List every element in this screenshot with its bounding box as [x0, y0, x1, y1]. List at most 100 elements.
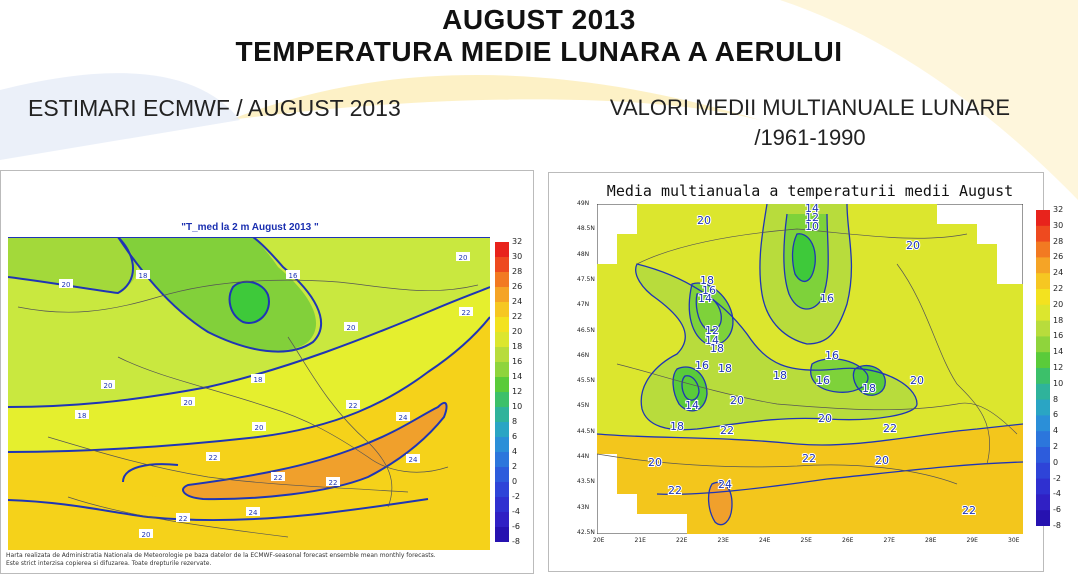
contour-label: 16 [702, 284, 716, 297]
colorbar-swatch [1036, 383, 1050, 401]
colorbar-swatch [495, 347, 509, 363]
contour-label: 20 [347, 324, 356, 332]
colorbar-swatch [495, 317, 509, 333]
contour-label-bg [176, 513, 190, 522]
zone-22-patch [123, 464, 183, 498]
latitude-label: 48.5N [577, 225, 595, 233]
contour-label: 16 [695, 359, 709, 372]
contour-value-labels: 20 18 16 20 22 20 18 20 22 18 20 20 22 24 24 22 24 20 22 22 [59, 252, 473, 539]
longitude-label: 27E [883, 537, 895, 544]
contour-label: 14 [698, 292, 712, 305]
colorbar-swatch [1036, 399, 1050, 416]
colorbar-tick-label: -4 [1053, 489, 1061, 499]
latitude-label: 43.5N [577, 478, 595, 486]
colorbar-tick-label: -6 [1053, 505, 1061, 515]
zone-22-south [8, 499, 438, 550]
longitude-label: 29E [966, 537, 978, 544]
contour-label-bg [406, 454, 420, 463]
colorbar-swatch [1036, 273, 1050, 290]
contour-label: 20 [255, 424, 264, 432]
latitude-label: 47N [577, 301, 590, 309]
contour-label-bg [139, 529, 153, 538]
longitude-label: 26E [842, 537, 854, 544]
contour-label: 20 [818, 412, 832, 425]
country-borders [597, 228, 1018, 485]
longitude-label: 30E [1008, 537, 1020, 544]
colorbar-tick-label: 22 [512, 312, 523, 321]
colorbar-swatch [1036, 241, 1050, 258]
colorbar-swatch [495, 527, 509, 542]
ecmwf-colorbar [495, 242, 509, 542]
colorbar-tick-label: -6 [512, 522, 520, 531]
contour-label: 14 [705, 334, 719, 347]
latitude-label: 44.5N [577, 427, 595, 435]
colorbar-swatch [495, 392, 509, 408]
contour-lines [8, 237, 490, 522]
contour-label-bg [286, 270, 300, 279]
contour-label: 22 [274, 474, 283, 482]
main-title-line1: AUGUST 2013 [442, 4, 636, 35]
colorbar-tick-label: 20 [1053, 299, 1064, 309]
contour-label: 22 [883, 422, 897, 435]
colorbar-tick-label: 28 [512, 267, 523, 276]
colorbar-tick-label: 12 [512, 387, 523, 396]
colorbar-swatch [1036, 447, 1050, 464]
colorbar-swatch [495, 242, 509, 258]
latitude-label: 47.5N [577, 275, 595, 283]
colorbar-swatch [495, 452, 509, 468]
zone-14-16-west [689, 283, 733, 345]
colorbar-tick-label: 32 [1053, 205, 1064, 214]
colorbar-tick-label: -2 [512, 492, 520, 501]
colorbar-tick-label: 10 [1053, 378, 1064, 388]
subtitle-multiannual: VALORI MEDII MULTIANUALE LUNARE /1961-19… [560, 93, 1060, 153]
ecmwf-temperature-map: 20 18 16 20 22 20 18 20 22 18 20 20 22 24 24 22 24 20 22 22 [8, 237, 490, 550]
contour-label: 16 [816, 374, 830, 387]
contour-label-bg [251, 374, 265, 383]
contour-label: 22 [720, 424, 734, 437]
contour-label: 22 [462, 309, 471, 317]
zone-22-24 [8, 317, 490, 550]
contour-label-bg [344, 322, 358, 331]
longitude-label: 22E [676, 537, 688, 544]
contour-label: 14 [685, 399, 699, 412]
contour-label-bg [181, 397, 195, 406]
multiannual-colorbar [1036, 210, 1050, 526]
contour-label: 20 [648, 456, 662, 469]
contour-label-bg [459, 307, 473, 316]
colorbar-tick-label: 0 [512, 477, 518, 486]
ecmwf-map-title: "T_med la 2 m August 2013 " [181, 222, 319, 233]
contour-label: 18 [700, 274, 714, 287]
colorbar-tick-label: 28 [1053, 236, 1064, 246]
colorbar-swatch [495, 422, 509, 438]
main-title-line2: TEMPERATURA MEDIE LUNARA A AERULUI [235, 36, 843, 67]
multiannual-map-title: Media multianuala a temperaturii medii A… [606, 182, 1014, 200]
zone-12-14 [792, 233, 816, 282]
contour-label-bg [456, 252, 470, 261]
colorbar-tick-label: 16 [1053, 331, 1064, 341]
ecmwf-footnote-1: Harta realizata de Administratia Nationa… [6, 552, 436, 559]
colorbar-swatch [495, 467, 509, 483]
colorbar-swatch [495, 512, 509, 528]
colorbar-swatch [1036, 336, 1050, 353]
contour-label-bg [271, 472, 285, 481]
colorbar-tick-label: 14 [1053, 347, 1064, 357]
colorbar-tick-label: 24 [512, 297, 523, 306]
subtitle-multiannual-line2: /1961-1990 [754, 125, 866, 150]
zone-24-26 [708, 482, 732, 525]
colorbar-swatch [495, 272, 509, 288]
colorbar-tick-label: 2 [1053, 442, 1059, 451]
contour-label: 18 [862, 382, 876, 395]
longitude-label: 24E [759, 537, 771, 544]
colorbar-tick-label: 4 [512, 447, 518, 456]
contour-label: 20 [697, 214, 711, 227]
colorbar-tick-label: 26 [1053, 252, 1064, 262]
contour-label: 22 [179, 515, 188, 523]
colorbar-swatch [495, 497, 509, 513]
colorbar-tick-label: -4 [512, 507, 520, 516]
colorbar-swatch [1036, 257, 1050, 274]
ecmwf-footnote-2: Este strict interzisa copierea si difuza… [6, 560, 212, 567]
contour-lines [597, 204, 1023, 526]
colorbar-tick-label: 14 [512, 372, 523, 381]
